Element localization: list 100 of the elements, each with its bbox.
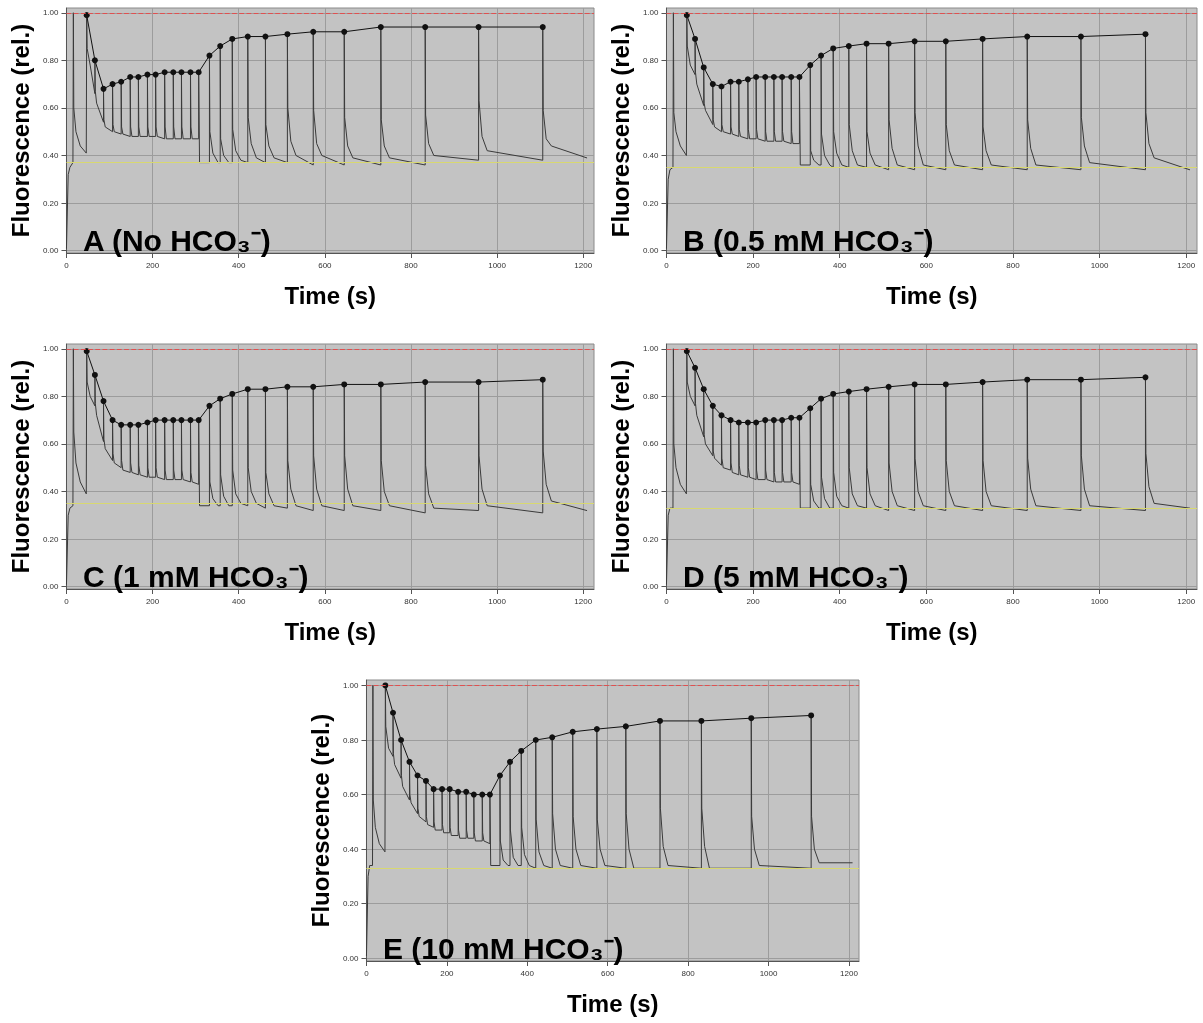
- point: [911, 381, 918, 388]
- y-tick-label: 0.60: [42, 439, 60, 449]
- point: [709, 81, 716, 88]
- point: [377, 381, 384, 388]
- point: [414, 772, 421, 779]
- point: [178, 69, 185, 76]
- point: [863, 386, 870, 393]
- point: [100, 398, 107, 405]
- point: [744, 76, 751, 83]
- point: [284, 383, 291, 390]
- y-tick-label: 0.20: [342, 899, 360, 909]
- point: [569, 728, 576, 735]
- y-axis-title: Fluorescence (rel.): [306, 713, 334, 928]
- y-tick-label: 0.60: [642, 439, 660, 449]
- y-tick-label: 0.40: [42, 486, 60, 496]
- y-tick-label: 0.00: [42, 582, 60, 592]
- x-tick-label: 600: [601, 968, 615, 978]
- point: [770, 73, 777, 80]
- x-tick-label: 800: [681, 968, 696, 978]
- point: [152, 71, 159, 78]
- y-tick-label: 0.60: [342, 790, 360, 800]
- point: [100, 85, 107, 92]
- y-tick-label: 0.00: [642, 246, 660, 256]
- point: [700, 386, 707, 393]
- point: [753, 73, 760, 80]
- x-tick-label: 400: [833, 260, 847, 270]
- point: [422, 777, 429, 784]
- x-tick-label: 800: [404, 260, 419, 270]
- y-tick-label: 0.40: [342, 844, 360, 854]
- x-tick-label: 600: [318, 260, 333, 270]
- x-axis-title: Time (s): [284, 617, 377, 645]
- point: [744, 419, 751, 426]
- y-tick-label: 1.00: [642, 8, 660, 18]
- point: [91, 57, 98, 64]
- point: [229, 390, 236, 397]
- point: [341, 28, 348, 35]
- y-tick-label: 0.80: [42, 391, 60, 401]
- point: [830, 45, 837, 52]
- point: [496, 772, 503, 779]
- x-tick-label: 800: [1006, 596, 1021, 606]
- point: [762, 73, 769, 80]
- x-tick-label: 1000: [759, 968, 778, 978]
- point: [532, 737, 539, 744]
- point: [1142, 374, 1149, 381]
- x-tick-label: 0: [64, 260, 70, 270]
- point: [109, 417, 116, 424]
- point: [118, 421, 125, 428]
- point: [1077, 33, 1084, 40]
- x-tick-label: 400: [232, 596, 246, 606]
- y-axis-title: Fluorescence (rel.): [6, 359, 34, 574]
- point: [229, 35, 236, 42]
- point: [170, 417, 177, 424]
- x-tick-label: 1200: [574, 596, 593, 606]
- x-tick-label: 0: [664, 260, 670, 270]
- x-tick-label: 200: [145, 260, 160, 270]
- point: [430, 786, 437, 793]
- x-tick-label: 800: [404, 596, 419, 606]
- text: E (10 mM HCO₃⁻): [383, 931, 624, 965]
- y-tick-label: 0.00: [642, 582, 660, 592]
- point: [692, 364, 699, 371]
- point: [885, 383, 892, 390]
- text: C (1 mM HCO₃⁻): [83, 559, 309, 593]
- x-axis-title: Time (s): [885, 617, 978, 645]
- point: [262, 33, 269, 40]
- x-tick-label: 800: [1006, 260, 1021, 270]
- point: [310, 28, 317, 35]
- point: [698, 717, 705, 724]
- y-axis-title: Fluorescence (rel.): [6, 23, 34, 238]
- point: [770, 417, 777, 424]
- point: [398, 737, 405, 744]
- y-tick-label: 0.80: [42, 55, 60, 65]
- point: [539, 376, 546, 383]
- point: [244, 386, 251, 393]
- point: [762, 417, 769, 424]
- point: [463, 788, 470, 795]
- text: D (5 mM HCO₃⁻): [683, 559, 909, 593]
- point: [942, 38, 949, 45]
- point: [845, 43, 852, 50]
- y-tick-label: 0.40: [42, 150, 60, 160]
- x-tick-label: 1000: [488, 596, 507, 606]
- point: [1024, 33, 1031, 40]
- x-tick-label: 200: [145, 596, 160, 606]
- y-axis-title: Fluorescence (rel.): [606, 359, 634, 574]
- point: [187, 417, 194, 424]
- point: [818, 395, 825, 402]
- point: [390, 709, 397, 716]
- point: [656, 717, 663, 724]
- point: [788, 73, 795, 80]
- y-tick-label: 0.20: [42, 534, 60, 544]
- point: [144, 419, 151, 426]
- x-axis-title: Time (s): [566, 989, 659, 1017]
- point: [422, 379, 429, 386]
- x-tick-label: 1200: [840, 968, 859, 978]
- x-tick-label: 400: [232, 260, 246, 270]
- point: [109, 81, 116, 88]
- point: [455, 788, 462, 795]
- point: [818, 52, 825, 59]
- point: [979, 379, 986, 386]
- point: [788, 414, 795, 421]
- point: [830, 390, 837, 397]
